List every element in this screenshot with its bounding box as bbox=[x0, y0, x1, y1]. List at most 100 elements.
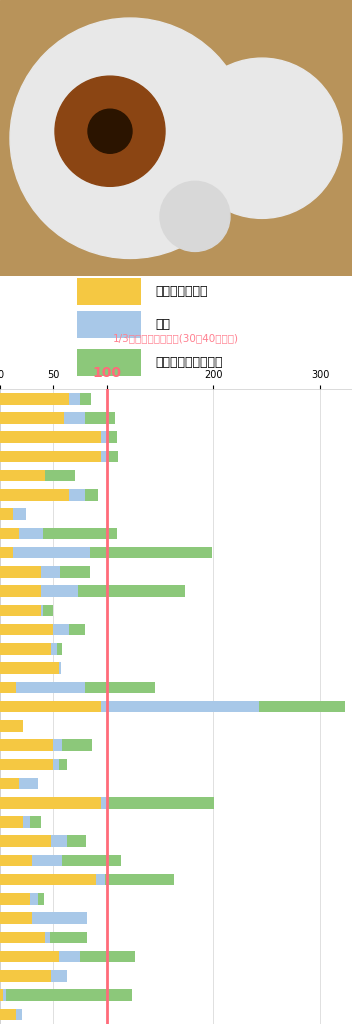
Title: 1/3日に必要な栄養素(30〜40代女性): 1/3日に必要な栄養素(30〜40代女性) bbox=[113, 333, 239, 343]
Bar bbox=[0, 413, 64, 424]
Bar bbox=[16, 682, 85, 693]
Bar bbox=[62, 855, 120, 866]
Bar bbox=[0, 932, 45, 943]
Bar bbox=[0, 720, 24, 731]
Bar bbox=[64, 413, 85, 424]
Bar bbox=[105, 873, 174, 886]
Bar bbox=[32, 855, 62, 866]
Bar bbox=[90, 547, 212, 558]
Bar bbox=[51, 970, 67, 982]
Bar bbox=[38, 893, 44, 905]
Circle shape bbox=[10, 18, 250, 258]
Bar bbox=[85, 413, 115, 424]
Text: フルーツヨーグルト: フルーツヨーグルト bbox=[155, 355, 222, 369]
Bar bbox=[59, 951, 80, 963]
Bar bbox=[62, 739, 92, 751]
Bar bbox=[30, 816, 40, 827]
Bar bbox=[19, 527, 43, 540]
Bar bbox=[69, 489, 85, 501]
Bar bbox=[24, 816, 30, 827]
Bar bbox=[60, 566, 90, 578]
Bar bbox=[101, 700, 259, 713]
Bar bbox=[259, 700, 345, 713]
Circle shape bbox=[55, 76, 165, 186]
Bar bbox=[0, 663, 59, 674]
Bar bbox=[67, 836, 86, 847]
Bar bbox=[69, 393, 80, 404]
Bar bbox=[78, 586, 184, 597]
Bar bbox=[57, 643, 62, 654]
Bar bbox=[0, 431, 101, 443]
Bar bbox=[0, 873, 96, 886]
Bar bbox=[54, 759, 59, 770]
Bar bbox=[0, 797, 101, 809]
Bar bbox=[40, 586, 78, 597]
Bar bbox=[0, 527, 19, 540]
Bar bbox=[45, 470, 75, 481]
Bar bbox=[0, 1009, 16, 1020]
Bar bbox=[0, 604, 40, 616]
Bar bbox=[54, 624, 69, 635]
Bar bbox=[0, 470, 45, 481]
Bar bbox=[3, 989, 6, 1000]
Bar bbox=[80, 393, 91, 404]
Bar bbox=[16, 1009, 23, 1020]
Bar bbox=[51, 643, 57, 654]
Bar bbox=[45, 932, 50, 943]
Bar bbox=[107, 431, 117, 443]
Bar bbox=[108, 797, 214, 809]
Bar bbox=[0, 951, 59, 963]
Bar bbox=[0, 759, 54, 770]
FancyBboxPatch shape bbox=[77, 348, 141, 376]
Bar bbox=[0, 643, 51, 654]
Bar bbox=[0, 893, 30, 905]
Circle shape bbox=[182, 58, 342, 218]
Bar bbox=[40, 604, 43, 616]
Bar bbox=[0, 393, 69, 404]
Bar bbox=[0, 451, 101, 462]
Bar bbox=[19, 778, 38, 790]
Bar bbox=[50, 932, 87, 943]
Bar bbox=[43, 604, 54, 616]
Bar bbox=[0, 989, 3, 1000]
FancyBboxPatch shape bbox=[77, 278, 141, 305]
Bar bbox=[108, 451, 118, 462]
Bar bbox=[13, 508, 26, 520]
Bar bbox=[0, 970, 51, 982]
FancyBboxPatch shape bbox=[77, 311, 141, 338]
Bar bbox=[51, 836, 67, 847]
Bar bbox=[0, 508, 13, 520]
Bar bbox=[0, 566, 40, 578]
Bar bbox=[43, 527, 117, 540]
Bar bbox=[101, 431, 107, 443]
Bar bbox=[6, 989, 132, 1000]
Bar bbox=[0, 700, 101, 713]
Bar bbox=[59, 759, 67, 770]
Bar bbox=[69, 624, 85, 635]
Bar bbox=[40, 566, 60, 578]
Bar bbox=[0, 778, 19, 790]
Bar bbox=[0, 912, 32, 924]
Bar bbox=[96, 873, 105, 886]
Text: 全粒粉ドーナツ: 全粒粉ドーナツ bbox=[155, 285, 207, 298]
Bar bbox=[101, 451, 108, 462]
Bar bbox=[54, 739, 62, 751]
Bar bbox=[0, 489, 69, 501]
Bar bbox=[80, 951, 136, 963]
Bar bbox=[0, 816, 24, 827]
Bar bbox=[0, 836, 51, 847]
Bar bbox=[0, 682, 16, 693]
Text: 牛乳: 牛乳 bbox=[155, 318, 170, 332]
Bar bbox=[85, 682, 155, 693]
Bar bbox=[101, 797, 108, 809]
Bar bbox=[0, 624, 54, 635]
Bar bbox=[30, 893, 38, 905]
Bar bbox=[59, 663, 61, 674]
Circle shape bbox=[160, 181, 230, 252]
Bar bbox=[0, 547, 13, 558]
Bar bbox=[0, 586, 40, 597]
Bar bbox=[85, 489, 98, 501]
Bar bbox=[32, 912, 87, 924]
Bar bbox=[13, 547, 90, 558]
Circle shape bbox=[88, 110, 132, 154]
